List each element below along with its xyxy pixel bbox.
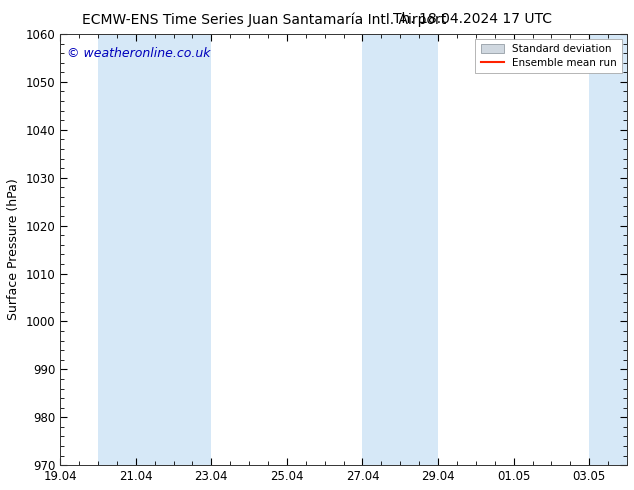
Legend: Standard deviation, Ensemble mean run: Standard deviation, Ensemble mean run [476,39,622,73]
Bar [98,34,174,465]
Bar [363,34,400,465]
Bar [400,34,438,465]
Text: Th. 18.04.2024 17 UTC: Th. 18.04.2024 17 UTC [392,12,552,26]
Text: ECMW-ENS Time Series Juan Santamaría Intl. Airport: ECMW-ENS Time Series Juan Santamaría Int… [82,12,447,27]
Bar [589,34,627,465]
Text: © weatheronline.co.uk: © weatheronline.co.uk [67,47,210,60]
Bar [174,34,211,465]
Y-axis label: Surface Pressure (hPa): Surface Pressure (hPa) [7,179,20,320]
